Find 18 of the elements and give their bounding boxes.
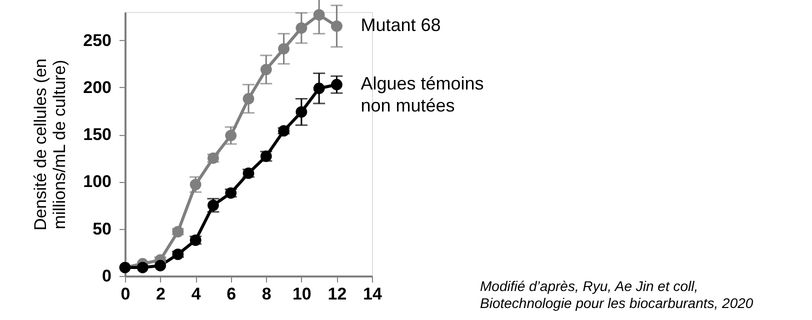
text: Modifié d’après, Ryu, Ae Jin et coll, Biotechnologie pour les biocarburants, 2020 (480, 278, 754, 311)
x-tick-label: 14 (363, 284, 382, 304)
y-tick-label: 200 (83, 78, 112, 97)
x-tick-label: 4 (191, 284, 202, 304)
series-label: Mutant 68 (360, 15, 441, 36)
x-tick-label: 8 (262, 284, 272, 304)
x-tick-label: 6 (226, 284, 236, 304)
y-tick-label: 100 (83, 172, 112, 192)
y-tick-label: 0 (102, 266, 112, 286)
series-label: Algues témoins non mutées (360, 74, 484, 116)
x-tick-label: 0 (120, 284, 130, 304)
y-tick-label: 50 (92, 219, 112, 238)
y-axis-title: Densité de cellules (en millions/mL de culture) (31, 58, 70, 230)
x-tick-label: 10 (292, 284, 312, 304)
y-tick-label: 250 (83, 30, 112, 50)
x-tick-label: 12 (328, 284, 347, 304)
x-tick-label: 2 (156, 284, 166, 304)
y-tick-label: 150 (83, 125, 112, 144)
